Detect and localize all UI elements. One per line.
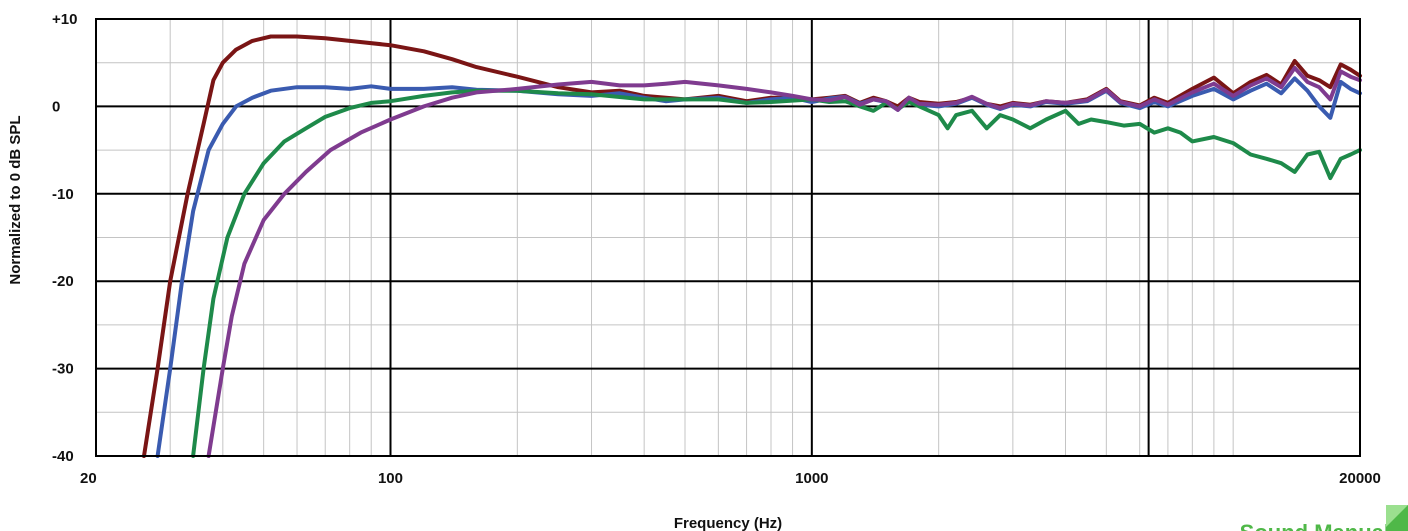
y-axis-title: Normalized to 0 dB SPL xyxy=(7,115,24,284)
x-axis-title: Frequency (Hz) xyxy=(674,515,782,531)
y-tick-label: -40 xyxy=(52,448,74,465)
y-tick-label: +10 xyxy=(52,11,77,28)
series-line-3 xyxy=(191,88,1362,458)
y-tick-label: -30 xyxy=(52,361,74,378)
series-line-4 xyxy=(206,65,1362,458)
y-tick-label: -10 xyxy=(52,186,74,203)
y-tick-label: -20 xyxy=(52,273,74,290)
y-tick-label: 0 xyxy=(52,98,60,115)
x-tick-label: 100 xyxy=(378,470,403,487)
sound-manual-logo: Sound Manual xyxy=(1240,505,1408,531)
logo-mark-highlight-icon xyxy=(1386,505,1408,527)
x-tick-label: 20000 xyxy=(1339,470,1381,487)
series-line-2 xyxy=(155,76,1362,458)
major-gridlines xyxy=(96,19,1360,456)
minor-gridlines xyxy=(96,19,1360,456)
series-layer xyxy=(142,34,1362,458)
plot-frame xyxy=(95,18,1361,457)
logo-text: Sound Manual xyxy=(1240,520,1390,531)
y-tick-labels: +10 0 -10 -20 -30 -40 xyxy=(52,11,77,465)
x-tick-label: 20 xyxy=(80,470,97,487)
x-tick-labels: 20 100 1000 20000 xyxy=(80,470,1381,487)
x-tick-label: 1000 xyxy=(795,470,828,487)
